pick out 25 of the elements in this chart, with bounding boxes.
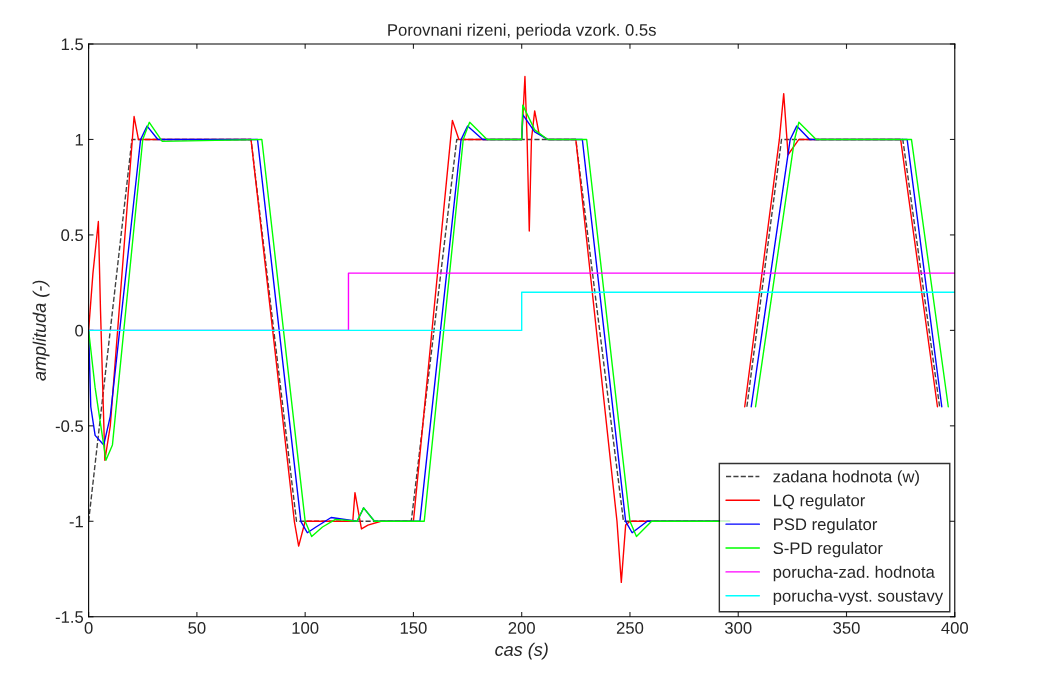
legend-label: porucha-vyst. soustavy — [773, 589, 944, 606]
y-tick-label: 1.5 — [61, 38, 84, 51]
chart-title: Porovnani rizeni, perioda vzork. 0.5s — [388, 23, 656, 40]
y-tick-label: -1 — [69, 515, 83, 528]
x-tick-label: 200 — [508, 622, 535, 634]
x-tick-label: 300 — [724, 622, 752, 634]
x-tick-label: 0 — [84, 622, 93, 634]
y-axis-title: amplituda (-) — [32, 280, 50, 381]
x-tick-label: 250 — [616, 622, 644, 634]
legend-label: porucha-zad. hodnota — [773, 565, 935, 582]
y-tick-label: -0.5 — [55, 420, 84, 433]
y-tick-label: -1.5 — [55, 611, 84, 623]
x-tick-label: 100 — [292, 622, 319, 634]
legend-label: LQ regulator — [774, 494, 866, 510]
x-tick-label: 400 — [941, 622, 969, 634]
x-tick-label: 150 — [400, 622, 427, 634]
legend-label: PSD regulator — [774, 517, 878, 534]
x-tick-label: 350 — [833, 622, 860, 634]
x-axis-title: cas (s) — [495, 642, 548, 660]
y-tick-label: 0 — [75, 324, 84, 337]
y-tick-label: 0.5 — [61, 229, 84, 242]
x-tick-label: 50 — [188, 622, 206, 634]
y-tick-label: 1 — [75, 134, 83, 146]
legend-label: zadana hodnota (w) — [773, 470, 919, 486]
legend-label: S-PD regulator — [773, 541, 883, 558]
